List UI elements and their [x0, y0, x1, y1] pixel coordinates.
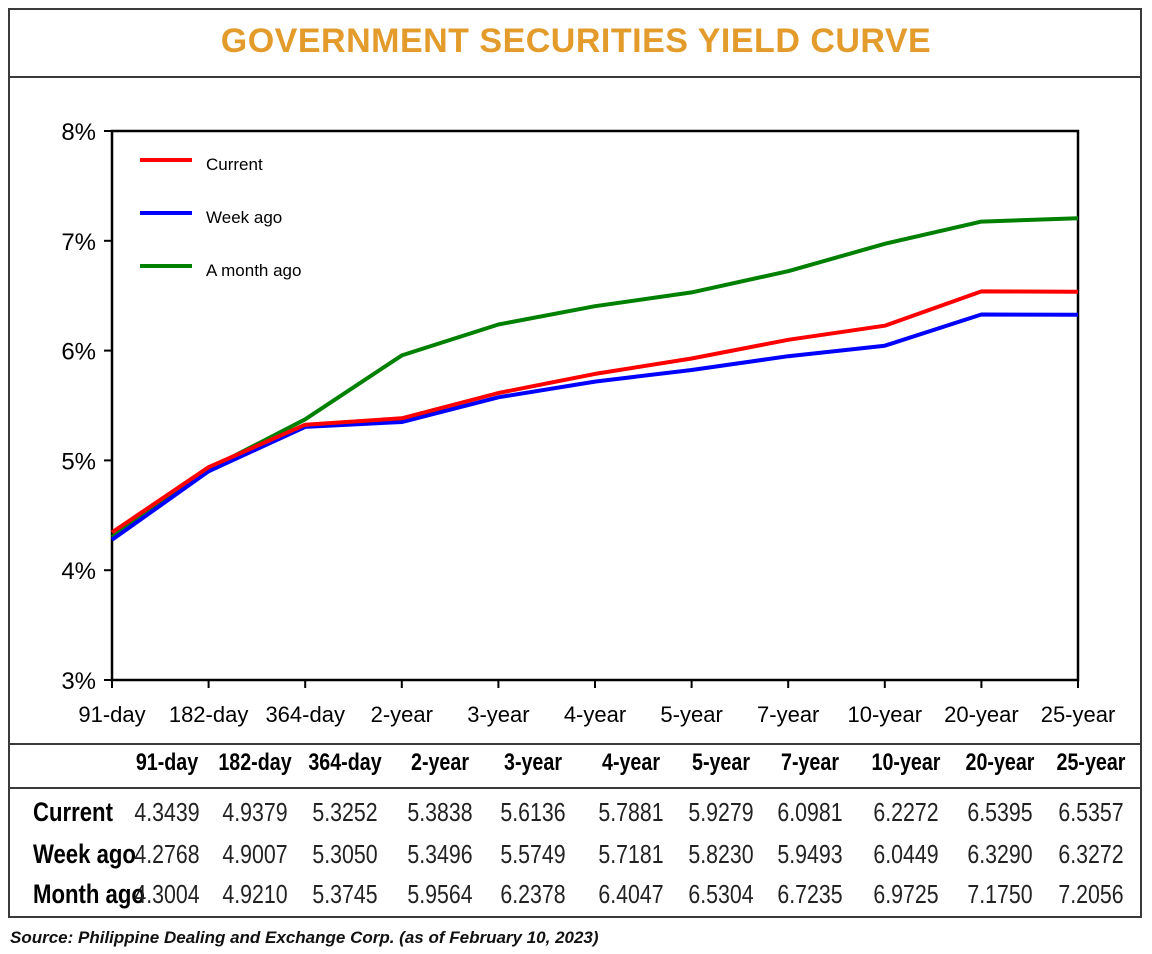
table-value-cell: 5.9564	[407, 879, 473, 909]
yield-curve-chart: 3% 4% 5% 6% 7% 8% 91-day 182-day 364-day 2-year 3-…	[61, 119, 1116, 727]
table-value-cell: 5.5749	[500, 839, 566, 869]
table-value-cell: 5.3496	[407, 839, 473, 869]
legend-label: Current	[206, 155, 263, 174]
table-header-cell: 91-day	[135, 749, 199, 776]
x-tick-label: 7-year	[757, 702, 819, 727]
table-row-label: Week ago	[33, 839, 136, 869]
table-value-cell: 4.3439	[134, 797, 200, 827]
table-value-cell: 5.3745	[312, 879, 378, 909]
x-tick-label: 5-year	[660, 702, 722, 727]
x-tick-label: 20-year	[944, 702, 1019, 727]
table-value-cell: 5.3838	[407, 797, 473, 827]
chart-title: GOVERNMENT SECURITIES YIELD CURVE	[220, 22, 932, 60]
table-value-cell: 5.3252	[312, 797, 378, 827]
table-value-cell: 4.9210	[222, 879, 288, 909]
series-line-current	[110, 289, 1079, 535]
series-line-week-ago	[110, 312, 1079, 542]
table-value-cell: 6.4047	[598, 879, 664, 909]
table-value-cell: 5.9279	[688, 797, 754, 827]
table-value-cell: 7.1750	[967, 879, 1033, 909]
source-note: Source: Philippine Dealing and Exchange …	[10, 928, 599, 947]
x-tick-label: 182-day	[169, 702, 249, 727]
table-value-cell: 6.2272	[873, 797, 939, 827]
y-tick-label: 3%	[61, 668, 96, 695]
table-divider-header	[8, 787, 1142, 789]
x-tick-label: 25-year	[1041, 702, 1116, 727]
table-value-cell: 6.0449	[873, 839, 939, 869]
table-value-cell: 5.3050	[312, 839, 378, 869]
table-header-cell: 20-year	[965, 749, 1035, 776]
y-tick-label: 7%	[61, 229, 96, 256]
table-value-cell: 6.0981	[777, 797, 843, 827]
table-header-cell: 10-year	[871, 749, 941, 776]
table-header-cell: 7-year	[780, 749, 839, 776]
legend-label: A month ago	[206, 261, 301, 280]
table-header-cell: 3-year	[503, 749, 562, 776]
table-value-cell: 6.7235	[777, 879, 843, 909]
x-tick-label: 4-year	[564, 702, 626, 727]
x-tick-label: 364-day	[265, 702, 345, 727]
x-tick-label: 91-day	[78, 702, 145, 727]
table-value-cell: 5.7181	[598, 839, 664, 869]
table-header-cell: 182-day	[218, 749, 292, 776]
x-tick-label: 2-year	[371, 702, 433, 727]
table-value-cell: 6.5395	[967, 797, 1033, 827]
table-header-cell: 364-day	[308, 749, 382, 776]
table-header-cell: 2-year	[410, 749, 469, 776]
figure-frame	[8, 8, 1142, 918]
table-row-label: Current	[33, 797, 113, 827]
table-value-cell: 6.2378	[500, 879, 566, 909]
table-row-label: Month ago	[33, 879, 145, 909]
table-value-cell: 5.9493	[777, 839, 843, 869]
table-value-cell: 7.2056	[1058, 879, 1124, 909]
table-value-cell: 6.5357	[1058, 797, 1124, 827]
table-header-cell: 4-year	[601, 749, 660, 776]
table-value-cell: 4.3004	[134, 879, 200, 909]
table-value-cell: 5.6136	[500, 797, 566, 827]
table-divider-top	[8, 743, 1142, 745]
y-tick-label: 4%	[61, 558, 96, 585]
table-value-cell: 6.3272	[1058, 839, 1124, 869]
title-divider	[8, 76, 1142, 78]
table-value-cell: 5.8230	[688, 839, 754, 869]
table-value-cell: 4.9379	[222, 797, 288, 827]
x-tick-label: 10-year	[848, 702, 923, 727]
table-header-cell: 25-year	[1056, 749, 1126, 776]
table-value-cell: 6.5304	[688, 879, 754, 909]
y-tick-label: 8%	[61, 119, 96, 146]
table-value-cell: 4.2768	[134, 839, 200, 869]
y-tick-label: 5%	[61, 448, 96, 475]
table-header-cell: 5-year	[691, 749, 750, 776]
x-tick-label: 3-year	[467, 702, 529, 727]
table-value-cell: 6.3290	[967, 839, 1033, 869]
table-value-cell: 5.7881	[598, 797, 664, 827]
y-tick-label: 6%	[61, 339, 96, 366]
table-value-cell: 4.9007	[222, 839, 288, 869]
table-value-cell: 6.9725	[873, 879, 939, 909]
series-line-a-month-ago	[110, 216, 1079, 539]
legend-label: Week ago	[206, 208, 282, 227]
